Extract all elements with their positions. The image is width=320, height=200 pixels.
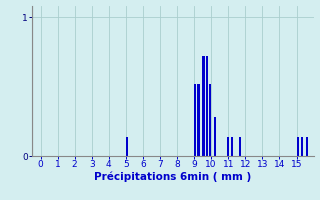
Bar [213,117,216,156]
Bar [300,137,303,156]
Bar [126,137,128,156]
Bar [239,137,241,156]
Bar [206,56,208,156]
Bar [203,56,204,156]
X-axis label: Précipitations 6min ( mm ): Précipitations 6min ( mm ) [94,172,252,182]
Bar [231,137,233,156]
Bar [306,137,308,156]
Bar [209,84,212,156]
Bar [227,137,229,156]
Bar [194,84,196,156]
Bar [197,84,199,156]
Bar [297,137,299,156]
